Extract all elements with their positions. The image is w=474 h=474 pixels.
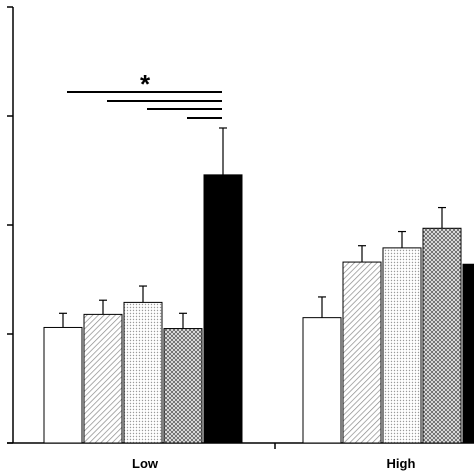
category-label-high: High xyxy=(387,456,416,471)
category-label-low: Low xyxy=(132,456,159,471)
bar-high-1 xyxy=(302,317,342,444)
bar-high-5 xyxy=(462,263,474,444)
bar-low-2 xyxy=(83,313,123,444)
annotations: * xyxy=(67,69,222,119)
bar-high-4 xyxy=(422,227,462,444)
bar-low-3 xyxy=(123,301,163,444)
category-labels: Low High xyxy=(132,456,415,471)
significance-star: * xyxy=(140,69,151,99)
bar-high-3 xyxy=(382,247,422,444)
bars xyxy=(43,127,474,444)
bar-low-4 xyxy=(163,328,203,444)
bar-low-1 xyxy=(43,326,83,444)
bar-high-2 xyxy=(342,261,382,444)
bar-low-5 xyxy=(203,174,243,444)
